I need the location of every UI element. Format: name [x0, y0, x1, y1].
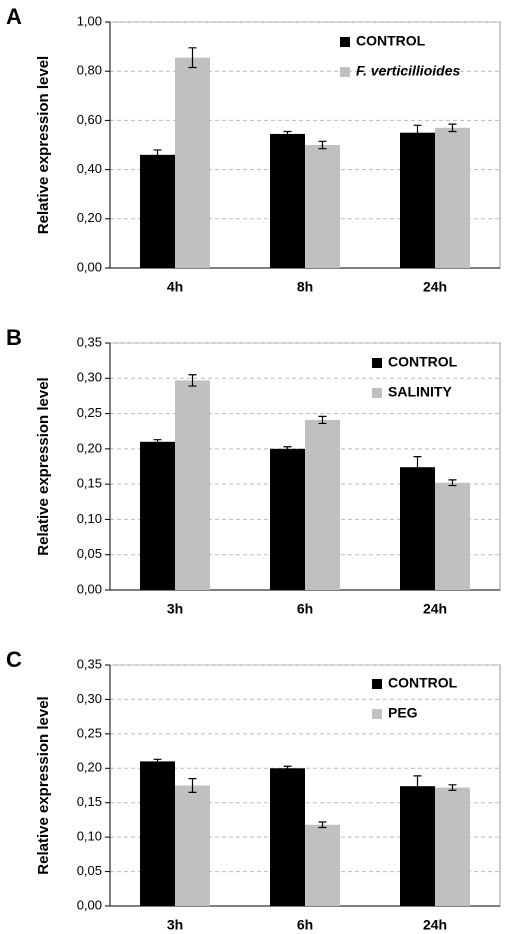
bar [270, 448, 305, 590]
legend-label: CONTROL [356, 33, 426, 49]
legend-swatch [340, 37, 350, 47]
error-bar [448, 784, 457, 791]
bar [140, 761, 175, 906]
x-tick-label: 24h [423, 601, 447, 617]
y-axis-label: Relative expression level [35, 56, 52, 234]
error-bar [153, 149, 162, 161]
y-tick-label: 0,10 [77, 829, 102, 844]
legend-swatch [372, 358, 382, 368]
error-bar [413, 124, 422, 141]
legend-label: SALINITY [388, 384, 452, 400]
bar [435, 787, 470, 906]
bar [435, 482, 470, 590]
y-axis-label: Relative expression level [35, 696, 52, 874]
error-bar [188, 778, 197, 793]
legend-swatch [340, 67, 350, 77]
error-bar [448, 123, 457, 133]
error-bar [188, 374, 197, 387]
x-tick-label: 6h [297, 601, 313, 617]
y-tick-label: 0,25 [77, 405, 102, 420]
bar [400, 467, 435, 590]
x-tick-label: 4h [167, 279, 183, 295]
panel-label: C [6, 647, 22, 672]
y-tick-label: 0,15 [77, 794, 102, 809]
y-tick-label: 0,05 [77, 546, 102, 561]
bar [270, 133, 305, 268]
y-tick-label: 0,80 [77, 63, 102, 78]
x-tick-label: 3h [167, 601, 183, 617]
y-tick-label: 0,15 [77, 476, 102, 491]
y-axis-label: Relative expression level [35, 377, 52, 555]
error-bar [413, 456, 422, 479]
error-bar [283, 130, 292, 137]
y-tick-label: 0,20 [77, 210, 102, 225]
y-tick-label: 0,30 [77, 370, 102, 385]
y-tick-label: 1,00 [77, 13, 102, 28]
y-tick-label: 0,60 [77, 112, 102, 127]
x-tick-label: 24h [423, 917, 447, 933]
y-tick-label: 0,30 [77, 691, 102, 706]
bar [175, 380, 210, 590]
y-tick-label: 0,00 [77, 259, 102, 274]
y-tick-label: 0,35 [77, 334, 102, 349]
y-tick-label: 0,00 [77, 897, 102, 912]
panel-label: A [6, 4, 22, 29]
x-tick-label: 6h [297, 917, 313, 933]
error-bar [448, 479, 457, 487]
y-tick-label: 0,20 [77, 440, 102, 455]
error-bar [283, 765, 292, 771]
legend-swatch [372, 388, 382, 398]
legend-swatch [372, 709, 382, 719]
error-bar [283, 446, 292, 452]
y-tick-label: 0,25 [77, 725, 102, 740]
x-tick-label: 24h [423, 279, 447, 295]
legend-swatch [372, 679, 382, 689]
legend-label: F. verticillioides [356, 63, 460, 79]
error-bar [318, 415, 327, 425]
bar [435, 127, 470, 268]
y-tick-label: 0,40 [77, 161, 102, 176]
bar [305, 145, 340, 268]
x-tick-label: 3h [167, 917, 183, 933]
panel-label: B [6, 325, 22, 350]
y-tick-label: 0,35 [77, 656, 102, 671]
bar [400, 132, 435, 268]
y-tick-label: 0,00 [77, 581, 102, 596]
y-tick-label: 0,10 [77, 511, 102, 526]
error-bar [153, 758, 162, 765]
bar [270, 768, 305, 906]
bar [305, 824, 340, 906]
x-tick-label: 8h [297, 279, 313, 295]
bar [400, 786, 435, 906]
legend-label: CONTROL [388, 675, 458, 691]
error-bar [153, 439, 162, 445]
error-bar [318, 140, 327, 150]
bar [175, 57, 210, 268]
error-bar [318, 821, 327, 829]
bar [140, 154, 175, 268]
legend-label: CONTROL [388, 354, 458, 370]
y-tick-label: 0,20 [77, 760, 102, 775]
legend-label: PEG [388, 705, 418, 721]
bar [175, 785, 210, 906]
error-bar [188, 47, 197, 69]
error-bar [413, 775, 422, 798]
y-tick-label: 0,05 [77, 863, 102, 878]
bar [305, 419, 340, 590]
bar [140, 441, 175, 590]
